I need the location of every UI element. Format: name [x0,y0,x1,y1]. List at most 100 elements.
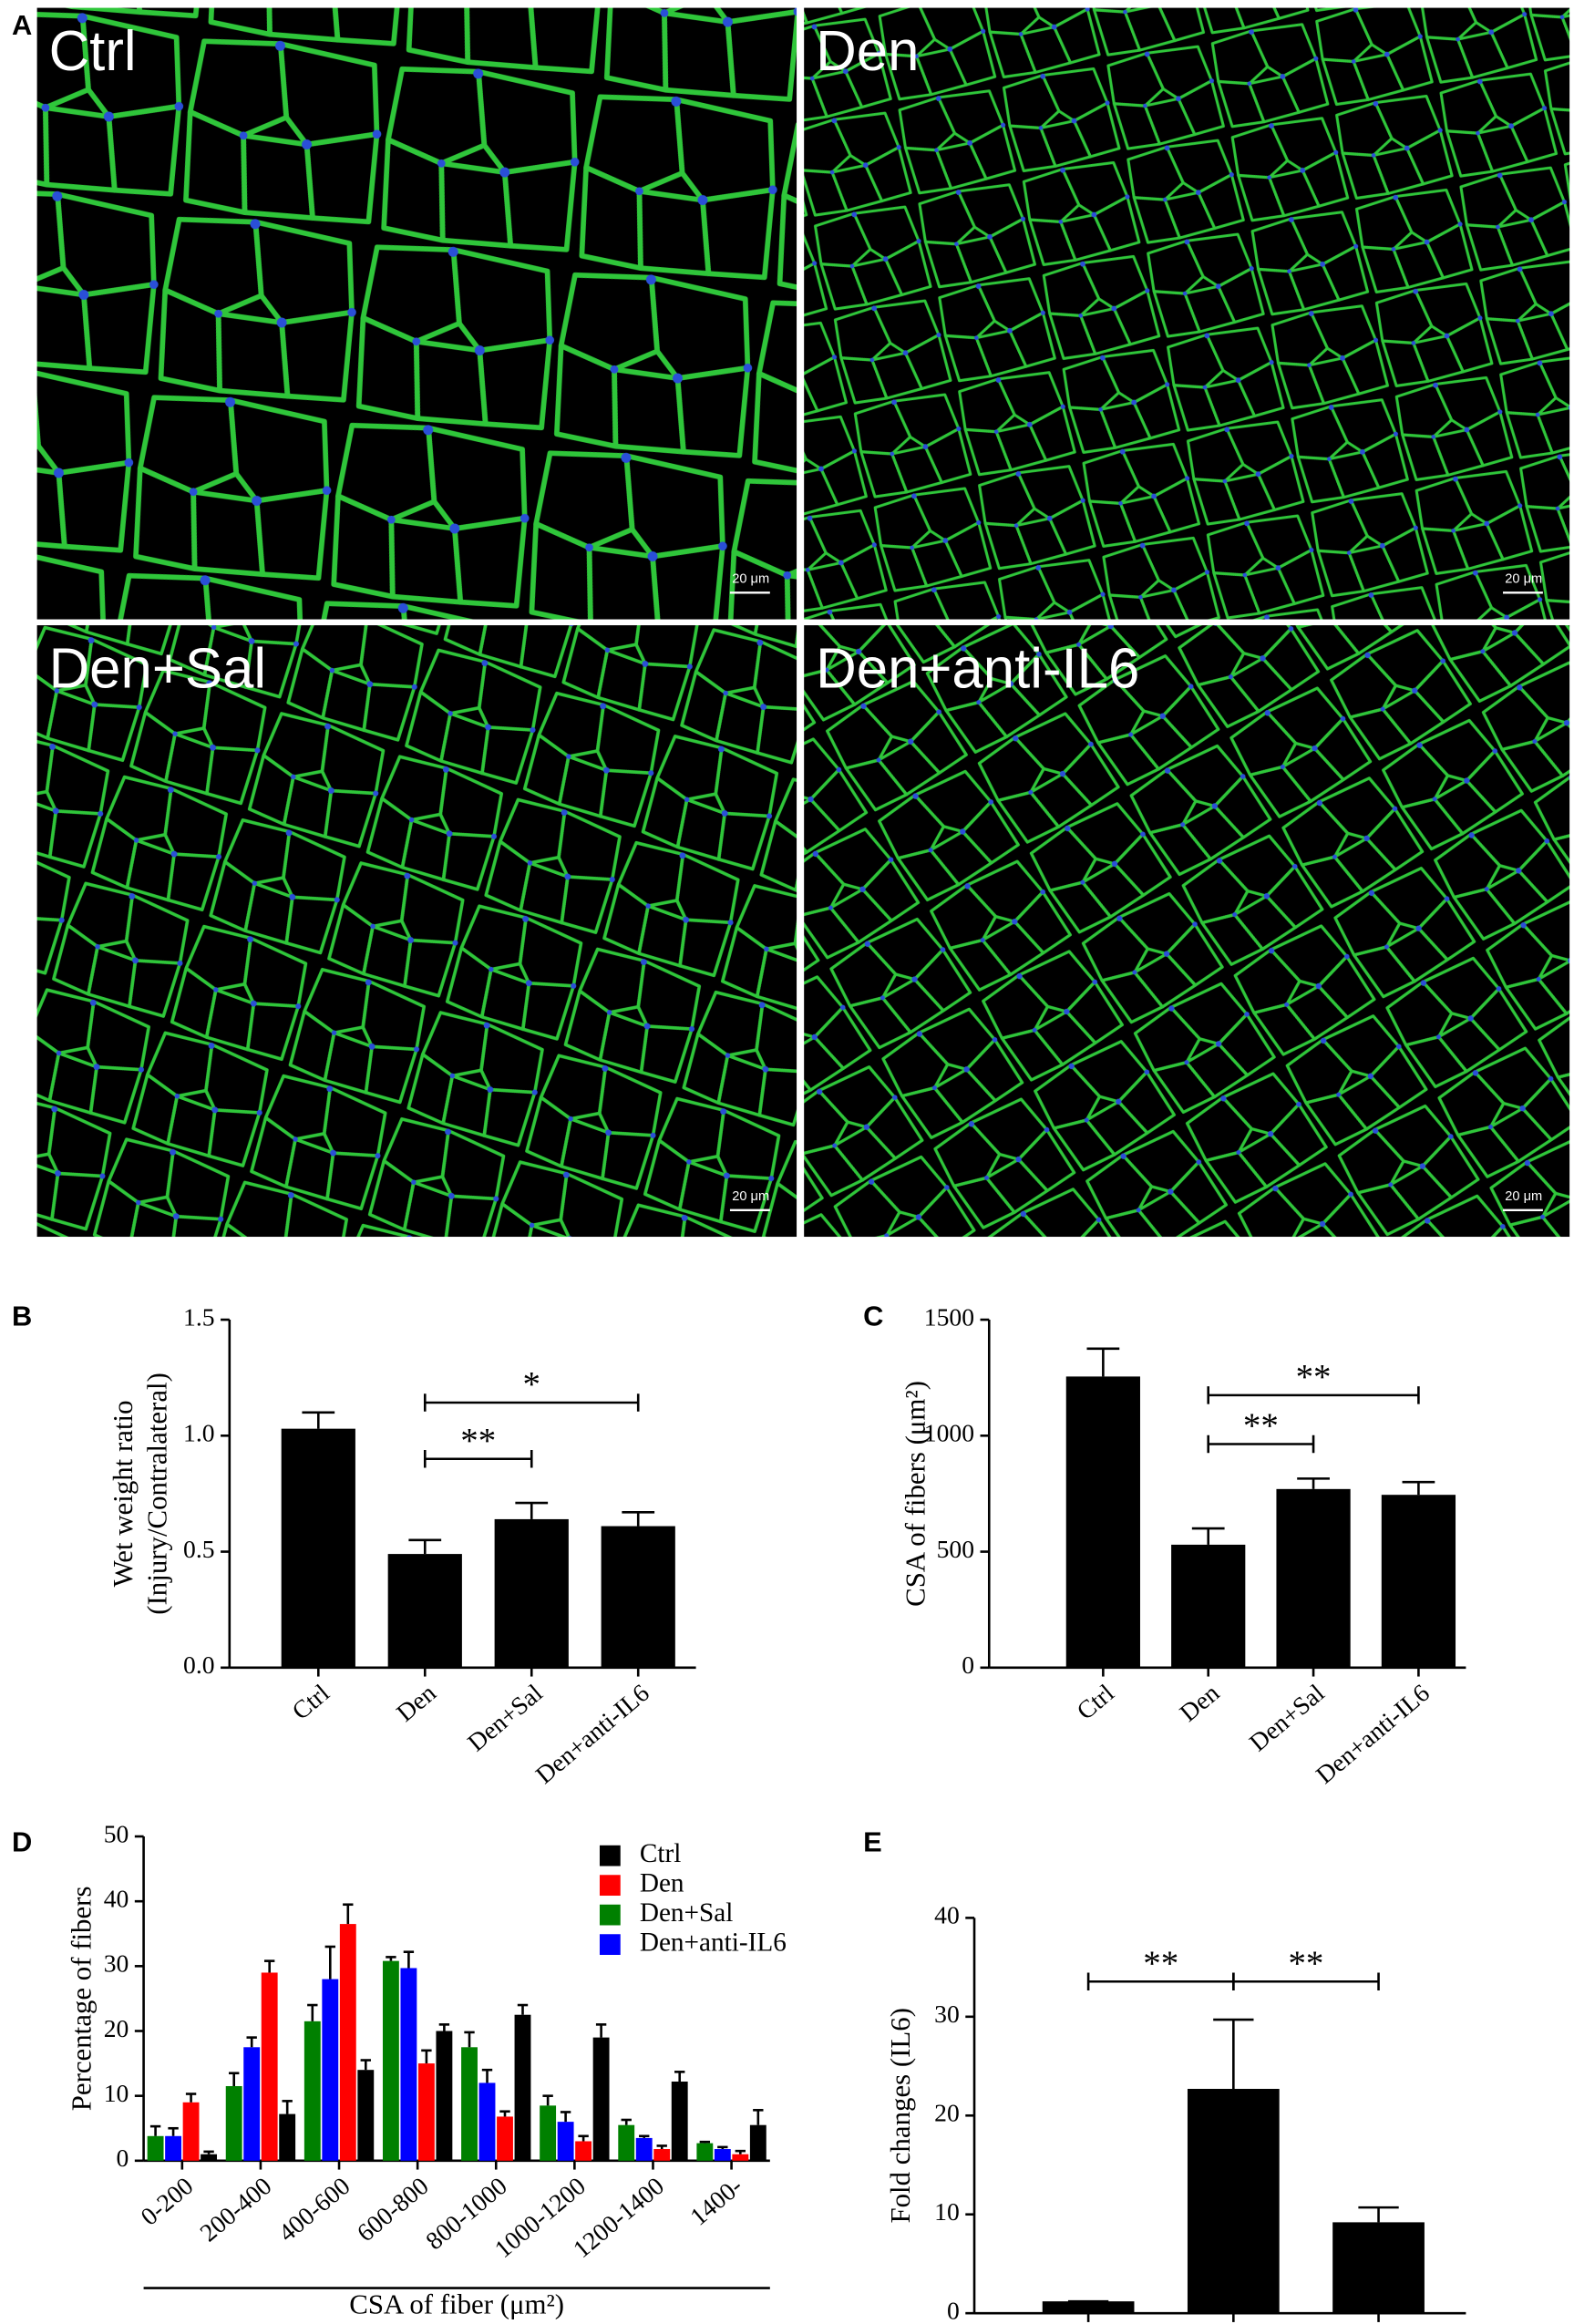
bar [557,2122,574,2161]
bar [1332,2222,1425,2314]
bar [592,2037,610,2161]
y-tick-label: 0.5 [183,1535,215,1563]
legend-label: Den+Sal [640,1898,734,1928]
bar [1171,1544,1246,1668]
significance-label: * [522,1365,540,1404]
legend-swatch [599,1845,621,1866]
y-tick-label: 500 [937,1535,974,1563]
y-tick-label: 10 [104,2079,129,2107]
y-axis-label: Wet weight ratio [108,1400,139,1587]
panel-letter: D [12,1825,32,1857]
x-tick-label: Ctrl [1071,1678,1119,1725]
micrograph [804,625,1570,1238]
y-tick-label: 10 [934,2197,960,2226]
bar [182,2102,200,2161]
bar [201,2154,218,2161]
y-tick-label: 1.5 [183,1302,215,1331]
legend-swatch [599,1934,621,1955]
panel-letter: E [863,1825,882,1857]
scale-bar-label: 20 μm [732,1189,769,1204]
bar [165,2135,182,2161]
bar [357,2070,375,2161]
bar [1187,2088,1280,2314]
bar [387,1554,462,1668]
x-tick-label: 400-600 [273,2172,355,2247]
bar [714,2149,731,2161]
bar [461,2047,478,2161]
bar [243,2047,261,2161]
y-axis-label: CSA of fibers (μm²) [900,1381,931,1607]
bar [732,2154,749,2161]
bar [540,2105,557,2161]
bar [261,1972,278,2161]
bar [653,2149,671,2161]
legend-label: Den [640,1868,684,1897]
y-tick-label: 20 [934,2099,960,2127]
bar [322,1979,339,2161]
bar [601,1526,675,1668]
y-tick-label: 30 [934,2000,960,2028]
y-tick-label: 40 [934,1901,960,1929]
legend-label: Den+anti-IL6 [640,1928,787,1957]
legend-swatch [599,1904,621,1926]
bar [303,2021,321,2161]
bar [618,2124,635,2161]
x-tick-label: Den+anti-IL6 [1311,1679,1435,1789]
micrograph-label: Ctrl [49,20,137,83]
legend-label: Ctrl [640,1839,681,1868]
micrograph-label: Den+Sal [49,637,266,700]
significance-label: ** [1243,1406,1279,1445]
y-tick-label: 1500 [924,1302,974,1331]
bar [225,2085,242,2161]
x-tick-label: Ctrl [286,1678,334,1725]
y-tick-label: 40 [104,1885,129,1913]
bar [1065,1376,1140,1668]
bar [279,2113,296,2161]
bar [696,2143,714,2161]
legend-swatch [599,1875,621,1897]
bar [1381,1495,1456,1668]
x-tick-label: Den+Sal [462,1678,548,1756]
y-axis-label: Fold changes (IL6) [885,2008,916,2224]
y-tick-label: 0 [962,1650,974,1679]
x-tick-label: 0-200 [135,2172,198,2231]
bar [339,1924,356,2161]
significance-label: ** [460,1421,496,1460]
bar [436,2031,453,2161]
y-axis-label: Percentage of fibers [67,1887,98,2112]
bar [494,1518,569,1668]
x-tick-label: 200-400 [194,2172,276,2247]
bar [497,2116,513,2161]
x-tick-label: Den+Sal [1244,1678,1330,1756]
y-axis-label: (Injury/Contralateral) [142,1373,173,1615]
y-tick-label: 0 [947,2297,960,2324]
bar [575,2141,592,2161]
y-tick-label: 20 [104,2014,129,2042]
bar [671,2082,688,2161]
panel-letter: A [12,9,32,41]
y-tick-label: 0.0 [183,1650,215,1679]
x-tick-label: Den [391,1678,441,1726]
bar [1042,2301,1135,2314]
bar [417,2063,435,2161]
bar [635,2137,653,2161]
scale-bar-label: 20 μm [1505,572,1542,587]
panel-letter: C [863,1301,883,1332]
y-tick-label: 1000 [924,1419,974,1447]
micrograph [36,7,797,620]
y-tick-label: 1.0 [183,1419,215,1447]
y-tick-label: 0 [117,2144,129,2172]
bar [749,2124,766,2161]
micrograph [804,7,1570,620]
micrograph-label: Den+anti-IL6 [816,637,1139,700]
significance-label: ** [1143,1944,1178,1983]
bar [281,1428,355,1668]
panel-letter: B [12,1301,32,1332]
y-tick-label: 50 [104,1819,129,1847]
x-tick-label: Den [1174,1678,1224,1726]
micrograph-label: Den [816,20,919,83]
bar [1276,1488,1351,1668]
y-tick-label: 30 [104,1949,129,1978]
scale-bar-label: 20 μm [732,572,769,587]
